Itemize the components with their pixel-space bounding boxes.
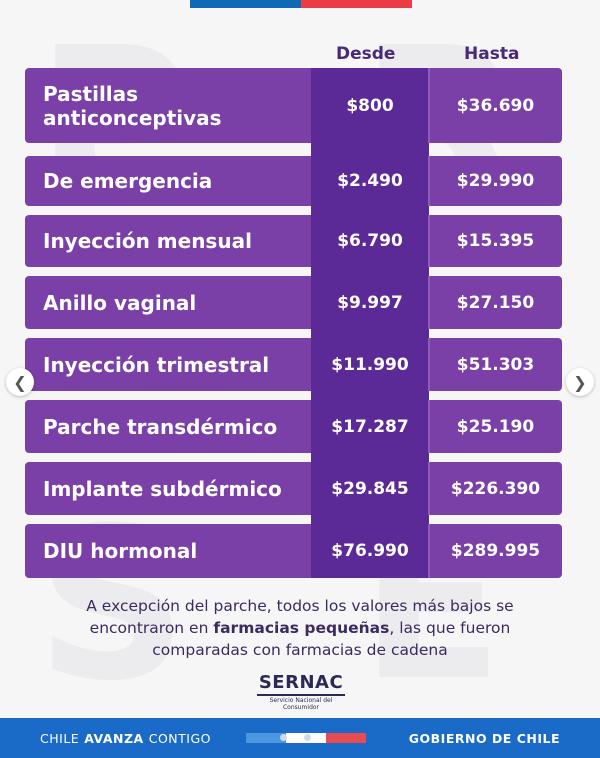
footer-slogan: CHILE AVANZA CONTIGO [40, 718, 211, 758]
column-header-desde: Desde [336, 44, 396, 64]
footnote-text-before: A excepción del parche, todos los valore… [86, 597, 514, 637]
column-divider [428, 338, 430, 391]
footnote: A excepción del parche, todos los valore… [40, 595, 560, 661]
price-desde: $9.997 [311, 276, 429, 329]
column-divider [428, 68, 430, 143]
price-row: Parche transdérmico $17.287 $25.190 [25, 400, 562, 453]
chevron-left-icon: ❮ [13, 372, 27, 392]
footnote-bold: farmacias pequeñas [213, 619, 390, 637]
price-desde: $6.790 [311, 215, 429, 267]
sernac-logo-text: SERNAC [258, 672, 344, 693]
price-row: Pastillas anticonceptivas $800 $36.690 [25, 68, 562, 143]
price-desde: $29.845 [311, 462, 429, 515]
price-row: Inyección trimestral $11.990 $51.303 [25, 338, 562, 391]
price-hasta: $27.150 [456, 292, 535, 313]
product-name: Inyección mensual [43, 229, 252, 253]
column-header-hasta: Hasta [464, 44, 520, 64]
footer-bar: CHILE AVANZA CONTIGO GOBIERNO DE CHILE [0, 718, 600, 758]
price-hasta: $15.395 [456, 231, 535, 251]
price-hasta: $51.303 [456, 354, 535, 375]
price-hasta: $25.190 [456, 416, 535, 437]
product-name: Inyección trimestral [43, 352, 270, 377]
price-row: DIU hormonal $76.990 $289.995 [25, 524, 562, 578]
price-row: Anillo vaginal $9.997 $27.150 [25, 276, 562, 329]
carousel-dots [280, 734, 311, 741]
price-desde: $11.990 [311, 338, 429, 391]
footer-slogan-2: AVANZA [84, 730, 144, 746]
footer-slogan-1: CHILE [40, 730, 80, 746]
column-divider [428, 215, 430, 267]
carousel-dot[interactable] [292, 734, 299, 741]
price-row: Inyección mensual $6.790 $15.395 [25, 215, 562, 267]
carousel-dot[interactable] [304, 734, 311, 741]
footer-gobierno: GOBIERNO DE CHILE [408, 730, 560, 746]
price-hasta: $226.390 [450, 478, 541, 499]
product-name: De emergencia [43, 169, 213, 193]
column-divider [428, 276, 430, 329]
column-divider [428, 524, 430, 578]
column-divider [428, 462, 430, 515]
sernac-logo-rule [257, 694, 345, 696]
carousel-next-button[interactable]: ❯ [566, 368, 594, 396]
chevron-right-icon: ❯ [573, 372, 587, 392]
flag-blue [190, 0, 301, 8]
product-name: DIU hormonal [43, 539, 198, 563]
sernac-logo: SERNAC Servicio Nacional del Consumidor [255, 672, 347, 711]
price-desde: $2.490 [311, 156, 429, 206]
price-desde: $76.990 [311, 524, 429, 578]
price-desde: $800 [311, 68, 429, 143]
sernac-subtitle: Servicio Nacional del Consumidor [269, 697, 333, 711]
price-hasta: $289.995 [450, 541, 541, 561]
carousel-dot[interactable] [280, 734, 287, 741]
flag-red [301, 0, 412, 8]
price-hasta: $29.990 [456, 171, 535, 191]
price-row: Implante subdérmico $29.845 $226.390 [25, 462, 562, 515]
price-hasta: $36.690 [456, 95, 535, 116]
price-row: De emergencia $2.490 $29.990 [25, 156, 562, 206]
column-divider [428, 156, 430, 206]
product-name: Anillo vaginal [43, 290, 197, 315]
column-divider [428, 400, 430, 453]
footnote-text-after: , las que fueron comparadas con farmacia… [152, 619, 511, 659]
footer-slogan-3: CONTIGO [148, 730, 211, 746]
flag-strip [190, 0, 412, 8]
price-desde: $17.287 [311, 400, 429, 453]
carousel-prev-button[interactable]: ❮ [6, 368, 34, 396]
product-name: Pastillas anticonceptivas [43, 81, 222, 130]
product-name: Implante subdérmico [43, 476, 282, 501]
product-name: Parche transdérmico [43, 414, 278, 439]
